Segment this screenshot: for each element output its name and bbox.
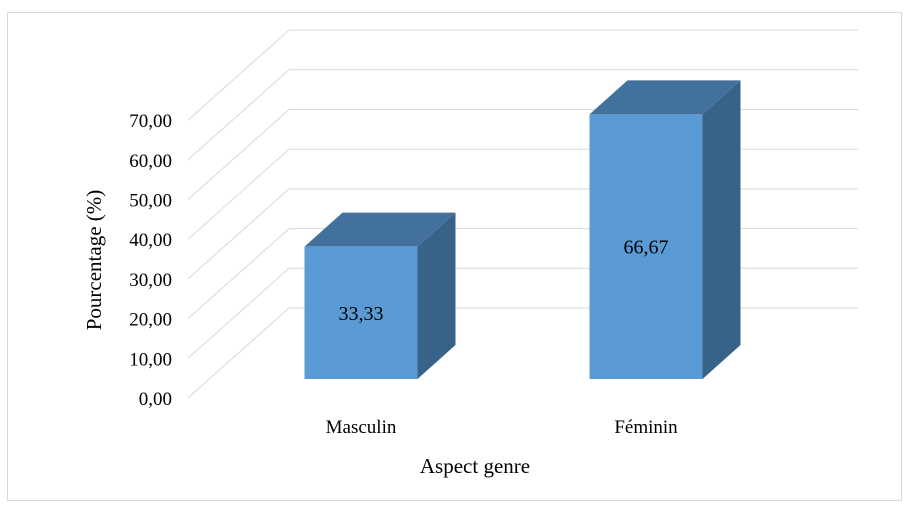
- gridline: [187, 267, 858, 359]
- bar-front-face: [304, 246, 418, 379]
- gridlines: [187, 29, 858, 399]
- gridline: [187, 148, 858, 240]
- gridline: [187, 307, 858, 399]
- bar-side-face: [702, 80, 741, 379]
- gridline: [187, 69, 858, 161]
- y-tick-label: 0,00: [139, 389, 172, 410]
- y-tick-label: 70,00: [129, 111, 172, 132]
- gridline: [187, 228, 858, 319]
- bar: 33,33: [304, 212, 456, 379]
- y-tick-label: 50,00: [129, 191, 172, 212]
- gridline: [187, 29, 858, 121]
- x-tick-label: Féminin: [614, 417, 678, 438]
- y-tick-label: 30,00: [129, 270, 172, 291]
- bar-side-face: [417, 212, 456, 379]
- x-axis-ticks: Masculin Féminin: [326, 417, 679, 438]
- y-tick-label: 40,00: [129, 230, 172, 251]
- y-axis-ticks: 0,00 10,00 20,00 30,00 40,00 50,00 60,00 70,00: [129, 111, 172, 410]
- gridline: [187, 188, 858, 280]
- gridline: [187, 109, 858, 200]
- data-label: 33,33: [339, 303, 384, 325]
- data-label: 66,67: [624, 237, 669, 259]
- y-tick-label: 20,00: [129, 310, 172, 331]
- y-axis-title: Pourcentage (%): [82, 190, 106, 331]
- bar-front-face: [589, 114, 703, 379]
- bar: 66,67: [589, 80, 741, 379]
- bars: 33,33 66,67: [304, 80, 741, 379]
- bar-top-face: [304, 212, 456, 247]
- y-tick-label: 60,00: [129, 151, 172, 172]
- y-tick-label: 10,00: [129, 349, 172, 370]
- x-axis-title: Aspect genre: [420, 454, 530, 478]
- bar-top-face: [589, 80, 741, 115]
- x-tick-label: Masculin: [326, 417, 397, 438]
